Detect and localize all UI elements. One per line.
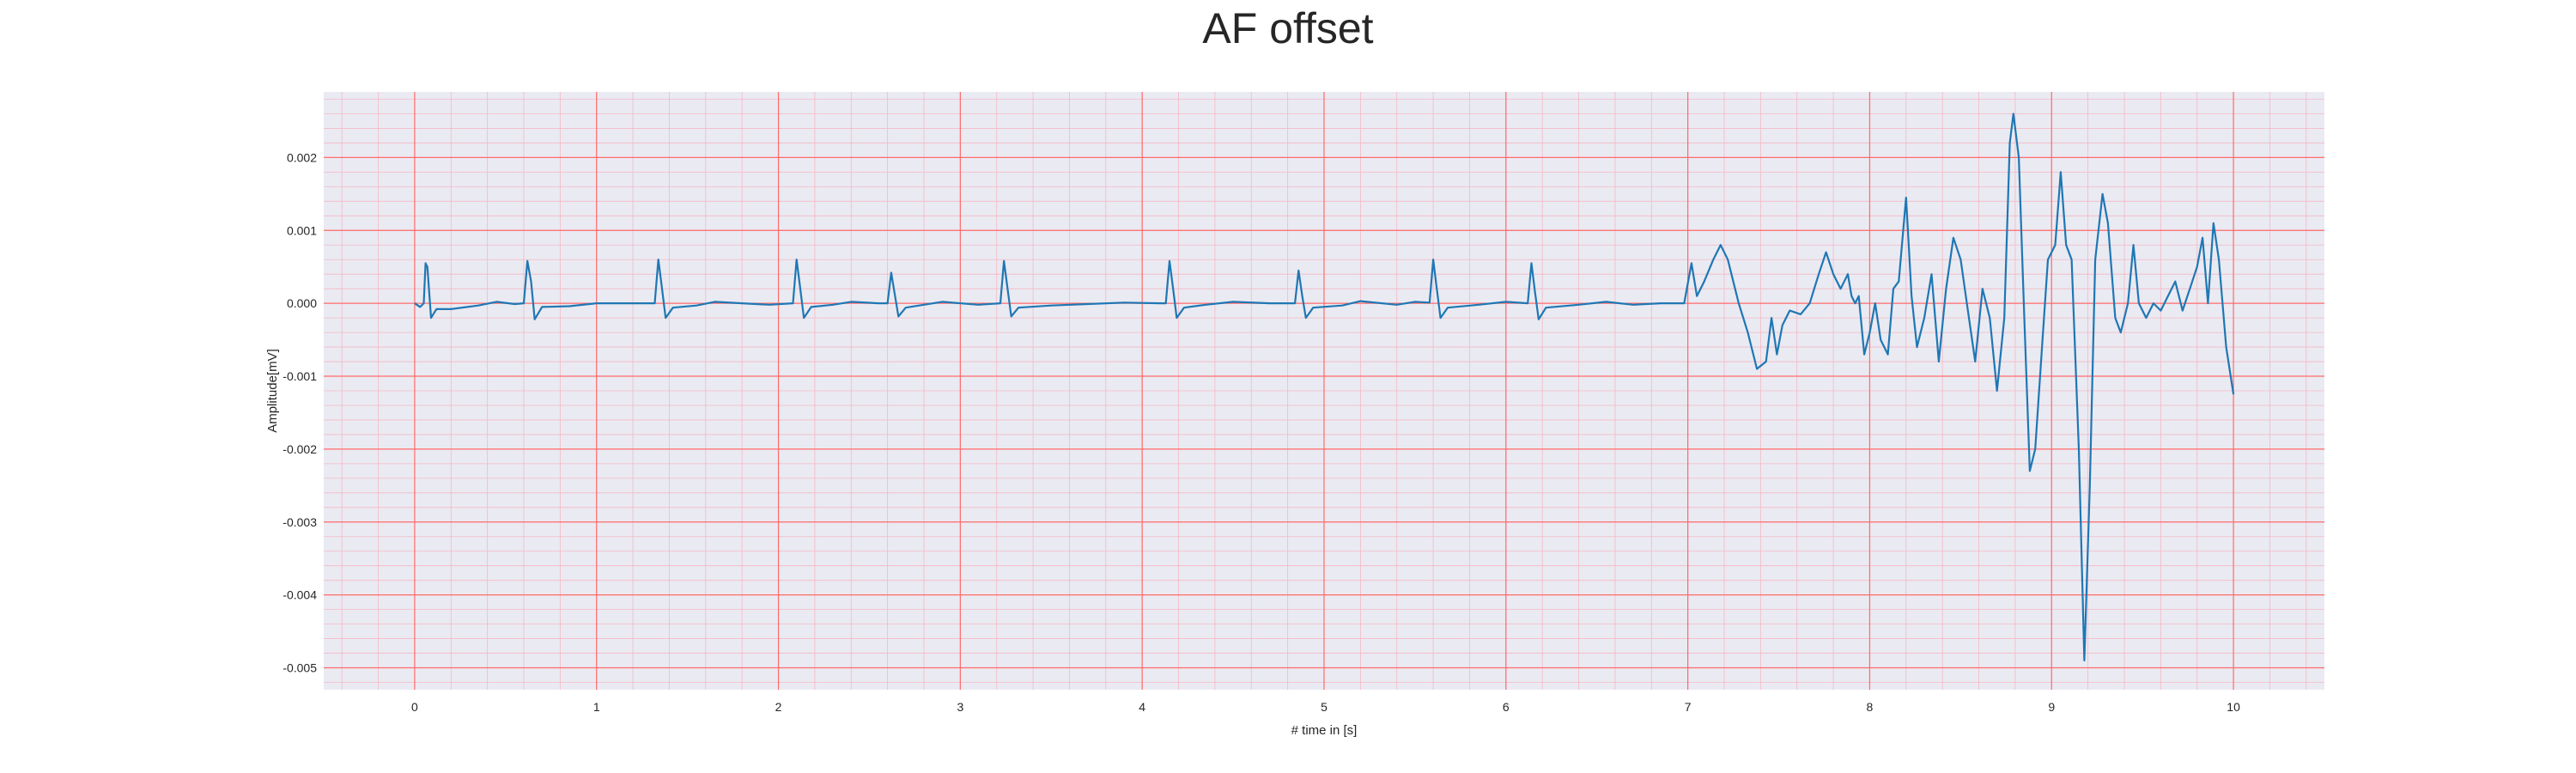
x-tick-label: 10 (2227, 700, 2240, 714)
y-tick-labels: 0.002 0.001 0.000 -0.001 -0.002 -0.003 -0.004 -… (283, 150, 317, 674)
major-grid (324, 92, 2324, 690)
ecg-signal-line (414, 113, 2235, 662)
y-tick-label: -0.003 (283, 515, 317, 529)
y-tick-label: 0.000 (287, 296, 317, 310)
y-tick-label: -0.004 (283, 588, 317, 602)
x-tick-label: 4 (1139, 700, 1145, 714)
y-tick-label: 0.001 (287, 223, 317, 237)
x-tick-label: 3 (957, 700, 963, 714)
y-tick-label: 0.002 (287, 150, 317, 164)
x-tick-label: 1 (593, 700, 600, 714)
x-tick-labels: 0 1 2 3 4 5 6 7 8 9 10 (411, 700, 2240, 714)
x-tick-label: 8 (1867, 700, 1874, 714)
x-tick-label: 6 (1503, 700, 1510, 714)
chart-title: AF offset (1202, 4, 1374, 52)
y-axis-label: Amplitude[mV] (265, 349, 280, 433)
x-tick-label: 0 (411, 700, 418, 714)
y-tick-label: -0.001 (283, 369, 317, 383)
x-axis-label: # time in [s] (1291, 723, 1358, 738)
x-tick-label: 2 (775, 700, 782, 714)
y-tick-label: -0.002 (283, 442, 317, 456)
x-tick-label: 9 (2048, 700, 2055, 714)
x-tick-label: 7 (1685, 700, 1692, 714)
x-tick-label: 5 (1321, 700, 1327, 714)
y-tick-label: -0.005 (283, 661, 317, 675)
